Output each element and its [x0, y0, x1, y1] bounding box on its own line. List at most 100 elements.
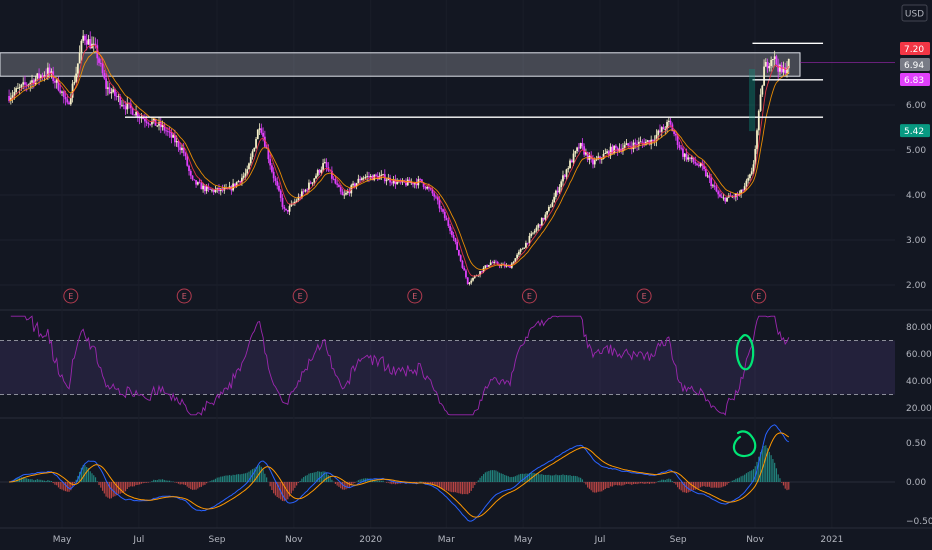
- candle-body: [540, 217, 543, 226]
- candle-body: [69, 97, 72, 105]
- candle-body: [470, 280, 473, 283]
- candle-body: [465, 270, 467, 278]
- candle-body: [106, 87, 109, 89]
- candle-body: [209, 188, 212, 190]
- candle-body: [255, 139, 257, 148]
- candle-body: [89, 39, 92, 49]
- candle-body: [537, 224, 540, 228]
- candle-body: [692, 157, 695, 162]
- earnings-marker: [636, 288, 652, 304]
- candle-body: [722, 197, 725, 199]
- candle-body: [579, 142, 582, 149]
- candle-body: [555, 190, 557, 197]
- candle-body: [338, 184, 340, 188]
- candle-body: [533, 230, 536, 233]
- time-tick-label: Jul: [132, 535, 144, 545]
- candle-body: [144, 118, 146, 122]
- candle-body: [315, 175, 317, 179]
- candle-body: [669, 120, 672, 125]
- candle-body: [599, 156, 601, 160]
- candle-body: [20, 84, 23, 88]
- candle-body: [332, 178, 335, 180]
- candle-body: [207, 186, 210, 189]
- candle-body: [75, 73, 78, 82]
- candle-body: [525, 242, 527, 248]
- time-tick-label: Sep: [670, 535, 687, 545]
- candle-body: [592, 158, 594, 165]
- candle-body: [235, 182, 238, 187]
- candle-body: [507, 265, 510, 267]
- candle-body: [46, 67, 49, 76]
- candle-body: [586, 152, 589, 160]
- candle-body: [660, 127, 663, 132]
- candle-body: [380, 174, 383, 177]
- candle-body: [405, 182, 407, 186]
- candle-body: [339, 187, 342, 192]
- candle-body: [122, 104, 125, 107]
- resistance-zone: [0, 52, 895, 77]
- candle-body: [71, 83, 74, 98]
- candle-body: [412, 182, 414, 185]
- candle-body: [674, 133, 677, 136]
- candle-body: [652, 139, 654, 142]
- candle-body: [295, 200, 298, 202]
- candle-body: [172, 135, 175, 138]
- candle-body: [539, 224, 541, 226]
- candle-body: [461, 260, 464, 268]
- candle-body: [703, 165, 705, 169]
- candle-body: [786, 68, 788, 74]
- candle-body: [161, 124, 164, 128]
- candle-body: [304, 189, 307, 192]
- price-tag-box: [900, 73, 930, 86]
- rsi-band-fill: [0, 340, 895, 395]
- candle-body: [348, 191, 351, 194]
- candle-body: [519, 249, 522, 252]
- candle-body: [750, 171, 753, 175]
- currency-label-box[interactable]: USD: [901, 4, 928, 22]
- candle-body: [279, 190, 282, 198]
- candle-body: [112, 89, 115, 93]
- candle-body: [680, 147, 683, 149]
- candle-body: [782, 67, 785, 73]
- time-axis[interactable]: May Jul Sep Nov 2020 Mar May Jul Sep Nov 2021: [0, 527, 932, 545]
- candle-body: [59, 90, 62, 93]
- price-axis[interactable]: 2.00 3.00 4.00 5.00 6.00 20.00 40.00 60.00 80.00…: [906, 101, 932, 527]
- candle-body: [530, 233, 533, 236]
- support-resistance-lines[interactable]: [125, 42, 824, 132]
- candle-body: [607, 151, 610, 156]
- candle-body: [787, 58, 790, 69]
- candle-body: [438, 200, 441, 209]
- candle-body: [420, 179, 423, 183]
- candle-body: [136, 111, 139, 118]
- candle-body: [487, 265, 490, 267]
- candle-body: [576, 147, 578, 152]
- candle-body: [345, 192, 347, 195]
- candle-body: [690, 157, 693, 159]
- candle-body: [406, 179, 409, 186]
- candle-body: [532, 232, 534, 234]
- candle-body: [389, 177, 392, 183]
- candle-body: [214, 189, 217, 193]
- candle-body: [8, 96, 10, 101]
- candle-body: [274, 178, 277, 182]
- candle-body: [505, 265, 508, 267]
- earnings-marker: [521, 288, 537, 304]
- candle-body: [489, 262, 492, 266]
- candle-body: [249, 156, 252, 164]
- price-tick-label: 4.00: [906, 191, 926, 201]
- candle-body: [244, 173, 247, 176]
- candle-body: [676, 135, 679, 145]
- candle-body: [152, 118, 155, 122]
- candle-body: [752, 164, 755, 172]
- candle-body: [11, 95, 14, 98]
- projection-box: [749, 69, 755, 132]
- candle-body: [64, 96, 67, 100]
- candle-body: [84, 35, 86, 41]
- candle-body: [13, 92, 16, 96]
- candle-body: [212, 189, 215, 193]
- candle-body: [456, 241, 459, 250]
- candle-body: [570, 160, 573, 163]
- candle-body: [551, 202, 554, 207]
